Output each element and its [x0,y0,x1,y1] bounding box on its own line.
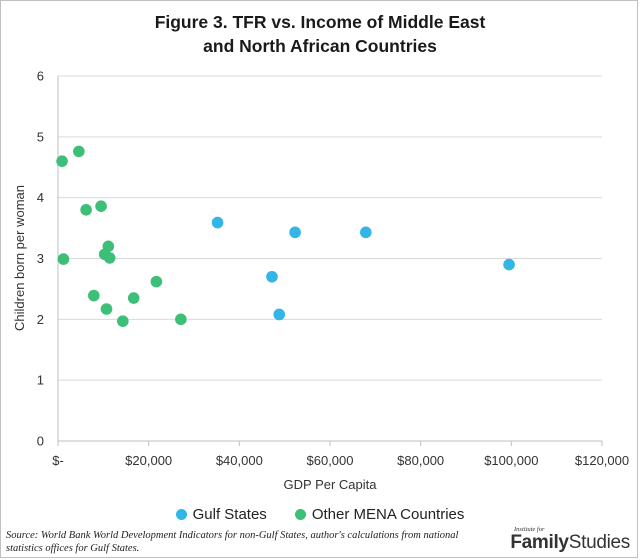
gulf-state-point [289,226,301,239]
gulf-state-point [273,308,286,321]
other-mena-point [175,313,187,326]
other-mena-point [57,253,70,265]
other-mena-point [88,289,100,302]
other-mena-point [56,155,68,167]
scatter-chart: 0 1 2 3 4 5 6 $- $20,000 $40,000 $60,000 $80,000 $1… [12,69,629,493]
legend-item-other-mena: Other MENA Countries [294,504,465,524]
x-tick-label: $60,000 [307,453,354,468]
gulf-state-point [266,270,278,283]
gulf-state-point [211,216,224,229]
chart-title-line-1: Figure 3. TFR vs. Income of Middle East [154,12,486,32]
y-tick-labels: 0 1 2 3 4 5 6 [37,69,44,449]
y-tick-label: 0 [37,434,44,449]
legend-swatch-other-mena [294,508,306,520]
x-tick-label: $80,000 [397,453,444,468]
x-tick-label: $20,000 [125,453,172,468]
legend-item-gulf-states: Gulf States [175,504,267,524]
other-mena-point [102,240,115,253]
data-points [56,145,515,327]
y-tick-label: 4 [37,190,44,205]
x-axis-label: GDP Per Capita [284,477,378,492]
x-tick-label: $- [52,453,64,468]
other-mena-point [73,145,85,158]
other-mena-point [100,303,113,315]
source-note: Source: World Bank World Development Ind… [6,530,459,554]
y-tick-label: 6 [37,69,44,84]
logo-small-text: Institute for [514,526,545,533]
other-mena-point [95,200,107,212]
other-mena-point [127,292,140,304]
logo-wordmark: FamilyStudies [510,533,630,553]
institute-logo: Institute for FamilyStudies [510,526,630,556]
legend-label-gulf-states: Gulf States [192,505,267,523]
chart-title-line-2: and North African Countries [203,36,437,56]
gulf-state-point [503,258,515,271]
x-tick-label: $40,000 [216,453,263,468]
legend-swatch-gulf-states [175,508,187,520]
grid-lines [58,75,602,381]
legend: Gulf States Other MENA Countries [0,504,640,524]
logo-word-family: Family [510,532,569,553]
gulf-state-point [360,226,372,239]
y-tick-label: 2 [37,312,44,327]
other-mena-point [103,252,116,264]
y-tick-label: 1 [37,373,44,388]
x-tick-label: $120,000 [575,453,629,468]
legend-label-other-mena: Other MENA Countries [311,505,465,523]
y-tick-label: 5 [37,129,44,144]
other-mena-point [80,204,92,216]
other-mena-point [150,275,163,288]
axes [57,76,603,446]
y-tick-label: 3 [37,251,44,266]
other-mena-point [117,315,129,327]
y-axis-label: Children born per woman [12,185,27,331]
x-tick-label: $100,000 [484,453,538,468]
logo-word-studies: Studies [568,532,631,553]
x-tick-labels: $- $20,000 $40,000 $60,000 $80,000 $100,000 $1… [52,453,629,468]
